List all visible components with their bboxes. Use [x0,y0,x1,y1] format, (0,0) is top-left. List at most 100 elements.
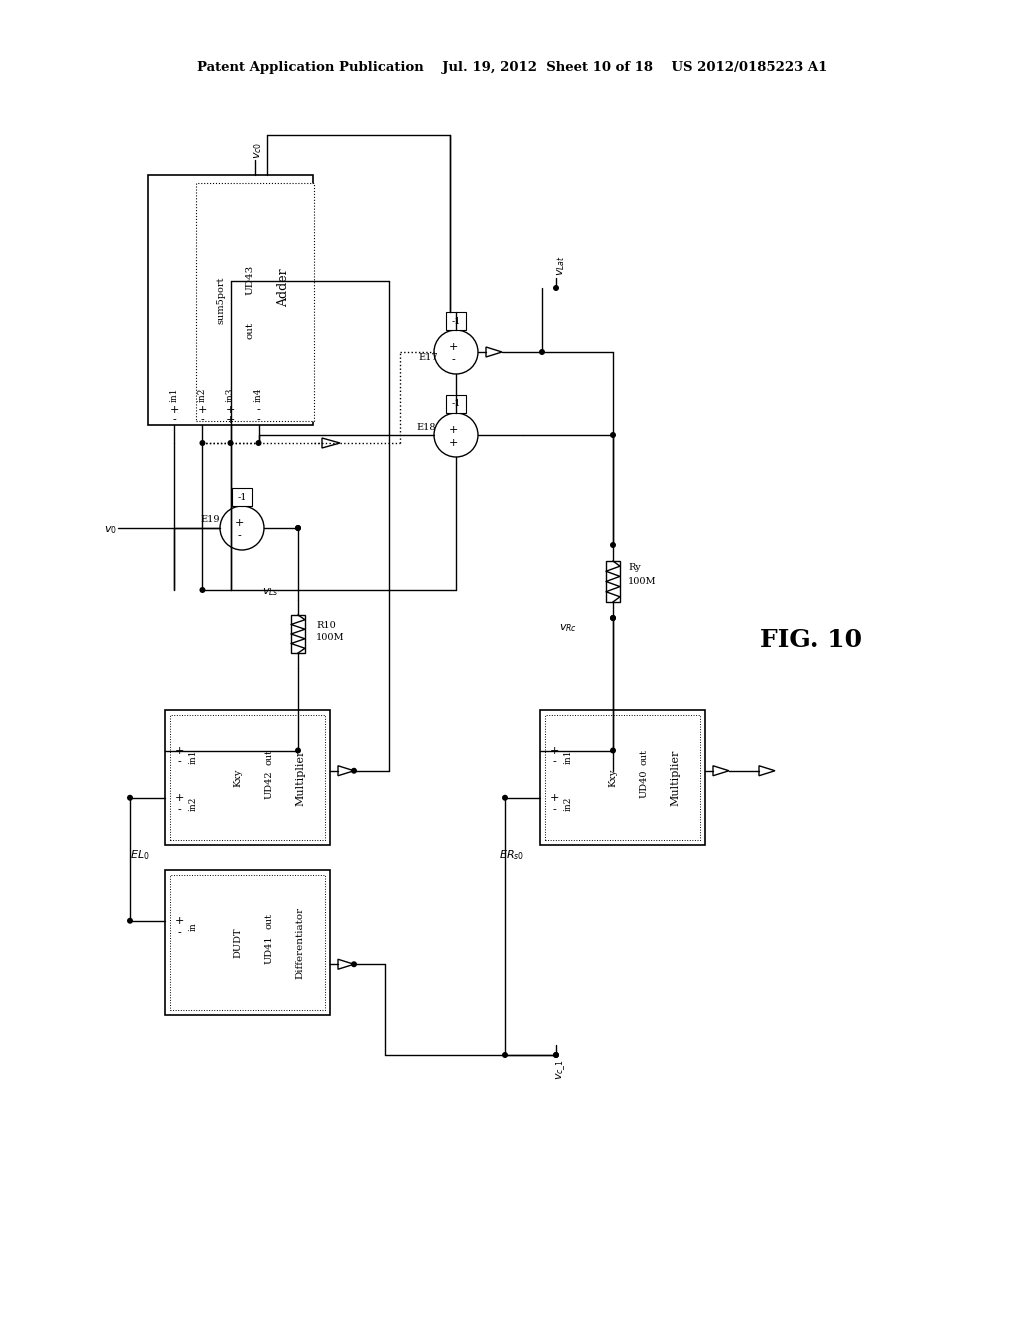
Text: $v_{c0}$: $v_{c0}$ [252,141,264,158]
Text: +: + [226,405,236,414]
Polygon shape [338,960,354,969]
Text: +: + [234,517,244,528]
Text: Kxy: Kxy [608,768,617,787]
Text: in1: in1 [563,750,572,764]
Text: -: - [238,531,241,541]
Text: +: + [449,342,458,352]
Circle shape [127,795,133,801]
Text: -: - [177,758,181,767]
Text: +: + [174,916,183,925]
Text: $EL_0$: $EL_0$ [130,849,150,862]
Text: FIG. 10: FIG. 10 [760,628,862,652]
Circle shape [610,543,616,548]
Text: -: - [552,805,556,814]
Circle shape [610,747,616,754]
Text: -: - [177,928,181,937]
Text: +: + [549,793,559,803]
Text: E18: E18 [416,422,436,432]
Text: sum5port: sum5port [216,276,225,323]
Text: out: out [264,750,273,766]
Circle shape [295,747,301,754]
Text: Patent Application Publication    Jul. 19, 2012  Sheet 10 of 18    US 2012/01852: Patent Application Publication Jul. 19, … [197,62,827,74]
Bar [540,710,705,845]
Circle shape [502,1052,508,1059]
Circle shape [200,587,206,593]
Polygon shape [486,347,502,356]
Circle shape [200,440,206,446]
Bar [446,395,466,413]
Text: Multiplier: Multiplier [671,750,680,805]
Polygon shape [338,766,354,776]
Text: in2: in2 [198,388,207,403]
Circle shape [610,432,616,438]
Bar [606,561,620,602]
Circle shape [434,330,478,374]
Bar [165,710,330,845]
Circle shape [610,615,616,620]
Text: Differentiator: Differentiator [296,907,305,978]
Text: out: out [264,912,273,929]
Bar [165,870,330,1015]
Text: +: + [198,405,207,414]
Text: out: out [246,322,255,338]
Circle shape [227,440,233,446]
Text: E19: E19 [201,516,220,524]
Circle shape [610,615,616,620]
Text: UD40: UD40 [639,770,648,799]
Bar [545,715,700,840]
Polygon shape [713,766,729,776]
Text: -1: -1 [452,317,461,326]
Text: -1: -1 [238,492,247,502]
Bar [148,176,313,425]
Text: +: + [549,746,559,755]
Bar [232,488,252,506]
Text: R10: R10 [316,620,336,630]
Text: UD43: UD43 [246,265,255,296]
Text: -1: -1 [452,400,461,408]
Circle shape [295,525,301,531]
Text: +: + [170,405,179,414]
Bar [446,312,466,330]
Text: out: out [639,750,648,766]
Circle shape [351,768,357,774]
Text: -: - [172,414,176,425]
Circle shape [295,525,301,531]
Text: DUDT: DUDT [233,927,242,958]
Text: -: - [201,414,205,425]
Circle shape [553,285,559,290]
Circle shape [220,506,264,550]
Polygon shape [759,766,775,776]
Text: Adder: Adder [276,268,290,306]
Text: +: + [174,793,183,803]
Text: in2: in2 [563,796,572,810]
Polygon shape [322,438,340,447]
Text: E17: E17 [418,352,438,362]
Circle shape [502,795,508,801]
Text: $v_0$: $v_0$ [103,524,117,536]
Circle shape [127,917,133,924]
Text: Ry: Ry [628,562,641,572]
Text: 100M: 100M [628,577,656,586]
Text: -: - [257,414,260,425]
Text: $v_{Rc}$: $v_{Rc}$ [559,622,578,634]
Text: in4: in4 [254,388,263,403]
Bar [196,183,314,421]
Text: 100M: 100M [316,634,345,643]
Text: UD42: UD42 [264,770,273,799]
Bar [170,715,325,840]
Text: in: in [188,923,198,931]
Text: +: + [174,746,183,755]
Text: in3: in3 [226,388,234,403]
Text: -: - [552,758,556,767]
Text: -: - [257,405,260,414]
Text: UD41: UD41 [264,936,273,964]
Text: $v_{Ls}$: $v_{Ls}$ [261,586,279,598]
Bar [291,615,305,653]
Text: -: - [177,805,181,814]
Text: Multiplier: Multiplier [295,750,305,805]
Text: +: + [226,414,236,425]
Text: in1: in1 [188,750,198,764]
Circle shape [553,1052,559,1059]
Text: in1: in1 [170,388,179,403]
Text: $v_{Lat}$: $v_{Lat}$ [555,256,567,276]
